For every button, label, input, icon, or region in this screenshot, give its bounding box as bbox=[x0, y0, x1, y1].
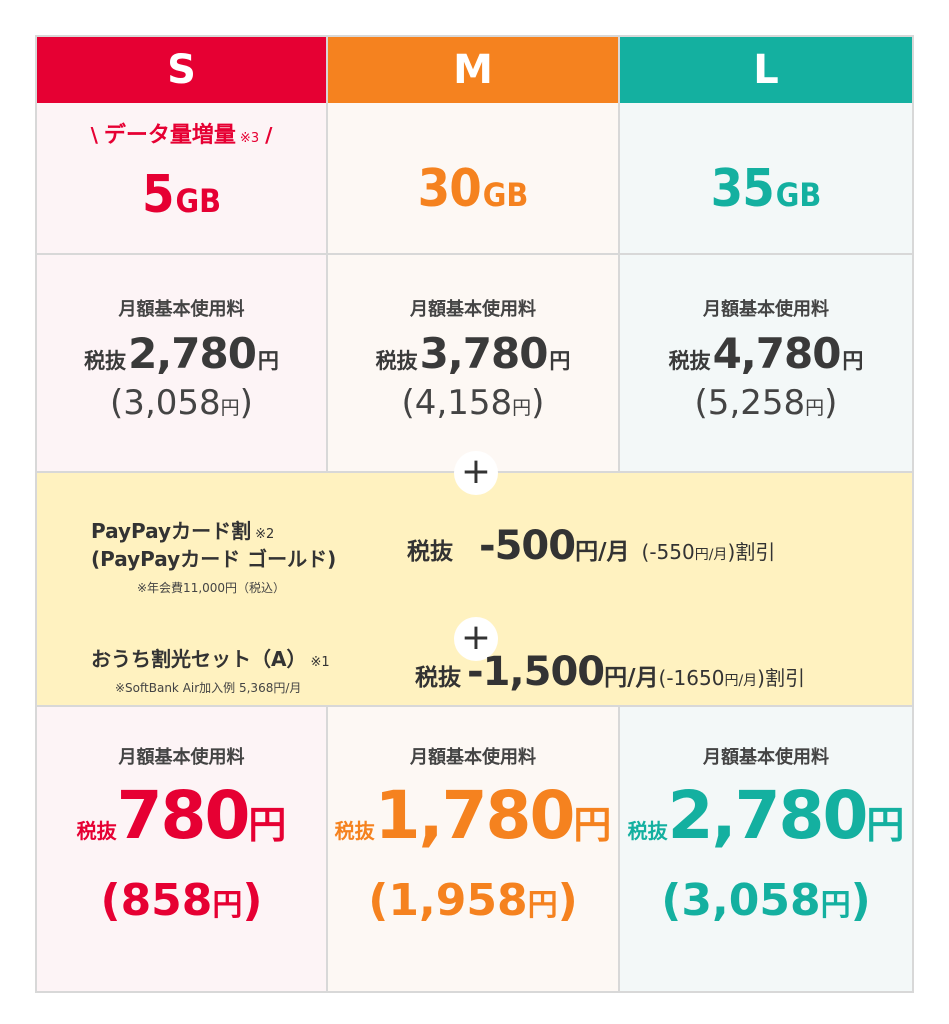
ouchi-wari-discount-amount: 税抜 -1,500円/月(-1650円/月)割引 bbox=[415, 649, 805, 695]
plan-s-base-price-incl: (3,058円) bbox=[110, 383, 253, 423]
plus-icon-2: + bbox=[454, 617, 498, 661]
plan-l-base-price: 税抜4,780円 bbox=[668, 329, 864, 378]
plan-s-final-price-cell: 月額基本使用料 税抜780円 (858円) bbox=[37, 707, 326, 991]
plan-l-base-price-incl: (5,258円) bbox=[694, 383, 838, 423]
plan-m-capacity: 30GB bbox=[417, 159, 529, 219]
plan-l-final-price-cell: 月額基本使用料 税抜2,780円 (3,058円) bbox=[618, 707, 912, 991]
plan-s-base-price-cell: 月額基本使用料 税抜2,780円 (3,058円) bbox=[37, 255, 326, 471]
plan-l-base-price-cell: 月額基本使用料 税抜4,780円 (5,258円) bbox=[618, 255, 912, 471]
plan-s-base-price: 税抜2,780円 bbox=[84, 329, 279, 378]
capacity-row: \ データ量増量 ※3/ 5GB 30GB 35GB bbox=[37, 103, 912, 255]
plan-m-base-price: 税抜3,780円 bbox=[375, 329, 571, 378]
plan-l-capacity: 35GB bbox=[710, 159, 822, 219]
plan-s-capacity-cell: \ データ量増量 ※3/ 5GB bbox=[37, 103, 326, 253]
plan-m-capacity-cell: 30GB bbox=[326, 103, 618, 253]
plan-l-final-price: 税抜2,780円 bbox=[627, 777, 905, 854]
final-price-row: 月額基本使用料 税抜780円 (858円) 月額基本使用料 税抜1,780円 (… bbox=[37, 707, 912, 991]
plan-m-header: M bbox=[326, 37, 618, 103]
plan-price-table: S M L \ データ量増量 ※3/ 5GB 30GB 35GB 月額基本使用料 税… bbox=[35, 35, 914, 993]
plan-l-final-price-incl: (3,058円) bbox=[661, 875, 871, 926]
paypay-annual-fee-note: ※年会費11,000円（税込） bbox=[137, 581, 286, 595]
plan-m-final-price-incl: (1,958円) bbox=[368, 875, 578, 926]
discount-section: + PayPayカード割 ※2 (PayPayカード ゴールド) ※年会費11,0… bbox=[37, 451, 912, 707]
base-price-row: 月額基本使用料 税抜2,780円 (3,058円) 月額基本使用料 税抜3,78… bbox=[37, 255, 912, 471]
plan-s-final-price-incl: (858円) bbox=[100, 875, 263, 926]
plus-icon: + bbox=[454, 451, 498, 495]
plan-s-header: S bbox=[37, 37, 326, 103]
data-boost-label: \ データ量増量 ※3/ bbox=[90, 123, 273, 148]
softbank-air-example-note: ※SoftBank Air加入例 5,368円/月 bbox=[115, 681, 302, 695]
plan-l-header: L bbox=[618, 37, 912, 103]
paypay-card-discount-name: PayPayカード割 ※2 bbox=[91, 519, 275, 543]
plan-header-row: S M L bbox=[37, 37, 912, 103]
paypay-card-gold-label: (PayPayカード ゴールド) bbox=[91, 547, 337, 571]
plan-m-base-price-incl: (4,158円) bbox=[401, 383, 545, 423]
plan-s-final-price: 税抜780円 bbox=[76, 777, 287, 854]
plan-m-base-price-cell: 月額基本使用料 税抜3,780円 (4,158円) bbox=[326, 255, 618, 471]
plan-s-capacity: 5GB bbox=[141, 165, 222, 225]
plan-m-final-price-cell: 月額基本使用料 税抜1,780円 (1,958円) bbox=[326, 707, 618, 991]
plan-m-final-price: 税抜1,780円 bbox=[334, 777, 612, 854]
paypay-card-discount-amount: 税抜 -500円/月 (-550円/月)割引 bbox=[407, 523, 776, 569]
plan-l-capacity-cell: 35GB bbox=[618, 103, 912, 253]
ouchi-wari-discount-name: おうち割光セット（A） ※1 bbox=[91, 647, 330, 671]
